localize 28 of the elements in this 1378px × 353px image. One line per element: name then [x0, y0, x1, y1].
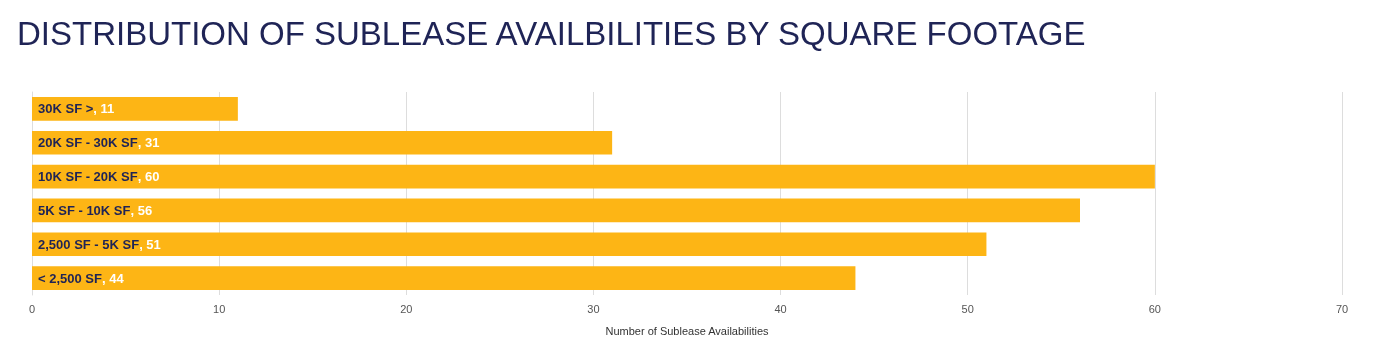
bar [32, 198, 1080, 223]
y-tick-label: < 2,500 SF [38, 270, 103, 286]
x-tick-label: 20 [400, 302, 413, 315]
data-label: , 56 [130, 202, 153, 218]
x-tick-label: 0 [28, 302, 36, 315]
x-tick-label: 70 [1335, 302, 1349, 315]
data-label: , 44 [101, 270, 125, 286]
bar [32, 97, 238, 121]
bar [32, 164, 1155, 189]
bar [32, 130, 613, 155]
x-axis-title: Number of Sublease Availabilities [605, 324, 770, 337]
x-tick-label: 30 [587, 302, 600, 315]
bar [32, 232, 987, 257]
x-tick-label: 50 [961, 302, 974, 315]
y-tick-label: 30K SF > [38, 101, 94, 117]
data-label: , 11 [93, 101, 115, 117]
x-tick-label: 10 [213, 302, 226, 315]
data-label: , 31 [137, 135, 160, 151]
bar [32, 266, 856, 290]
y-tick-label: 10K SF - 20K SF [38, 169, 138, 185]
x-tick-label: 40 [774, 302, 787, 315]
y-tick-label: 5K SF - 10K SF [38, 202, 131, 218]
data-label: , 60 [137, 169, 160, 185]
y-tick-label: 20K SF - 30K SF [38, 135, 138, 151]
chart-title: DISTRIBUTION OF SUBLEASE AVAILBILITIES BY SQUARE FOOTAGE [17, 15, 1086, 52]
x-tick-label: 60 [1148, 302, 1161, 315]
y-tick-label: 2,500 SF - 5K SF [38, 236, 140, 252]
data-label: , 51 [139, 236, 161, 252]
